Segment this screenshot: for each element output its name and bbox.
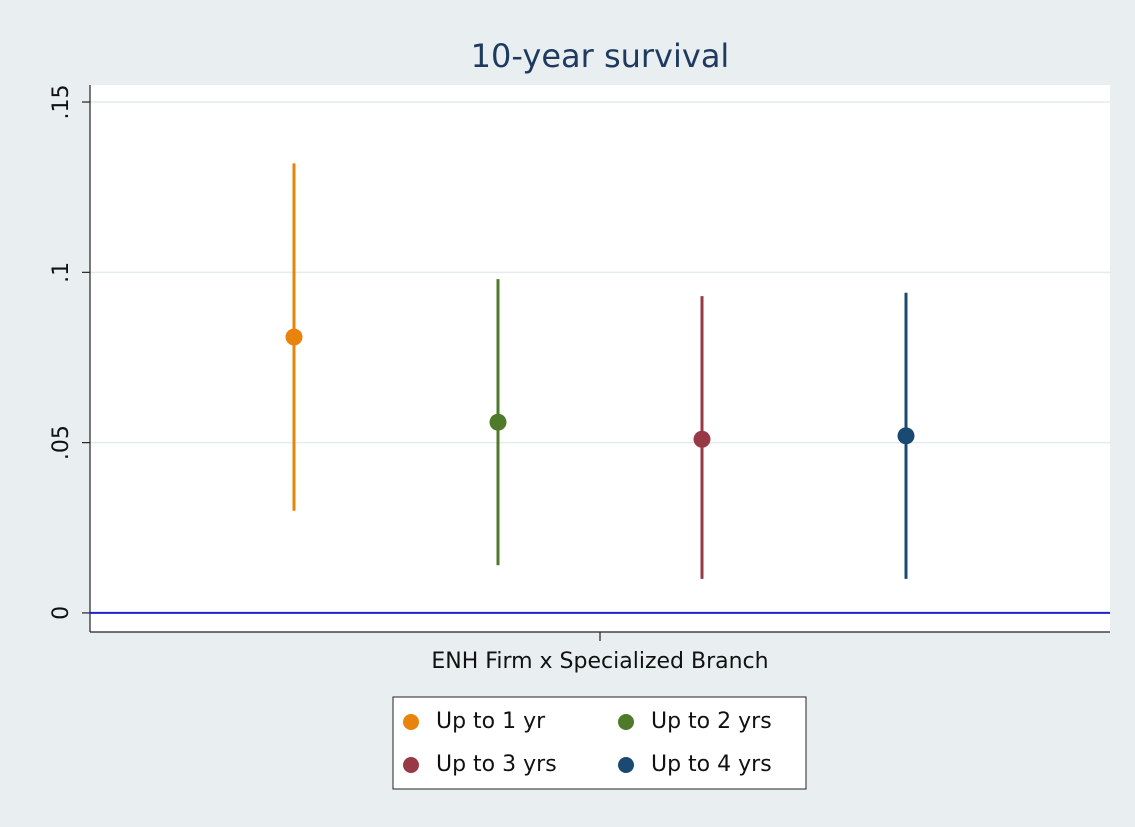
legend-marker	[403, 714, 419, 730]
y-tick-label: .05	[49, 425, 74, 460]
plot-area	[90, 85, 1110, 632]
point-estimate	[897, 427, 915, 445]
point-estimate	[489, 413, 507, 431]
y-tick-label: .15	[49, 85, 74, 120]
y-tick-label: .1	[49, 262, 74, 283]
y-tick-label: 0	[49, 606, 74, 620]
legend-label: Up to 4 yrs	[651, 752, 772, 777]
legend-box	[392, 696, 807, 790]
legend-marker	[403, 757, 419, 773]
legend-label: Up to 1 yr	[436, 709, 546, 734]
legend-marker	[618, 757, 634, 773]
point-estimate	[285, 328, 303, 346]
legend-marker	[618, 714, 634, 730]
point-estimate	[693, 430, 711, 448]
legend-label: Up to 2 yrs	[651, 709, 772, 734]
legend-label: Up to 3 yrs	[436, 752, 557, 777]
x-tick-label: ENH Firm x Specialized Branch	[431, 649, 768, 674]
chart-title: 10-year survival	[471, 37, 730, 75]
